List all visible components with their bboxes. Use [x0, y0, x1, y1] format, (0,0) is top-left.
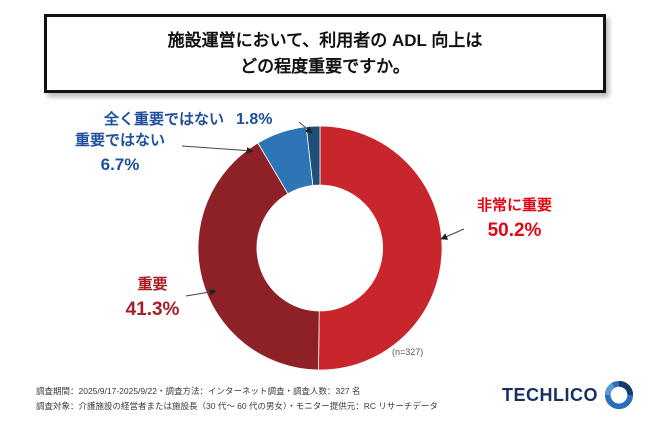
callout-value: 1.8%: [236, 111, 273, 128]
donut-slice-0: [318, 125, 443, 371]
donut-chart-area: [190, 118, 450, 378]
survey-meta: 調査期間：2025/9/17-2025/9/22・調査方法：インターネット調査・…: [36, 384, 438, 414]
sample-size-note: (n=327): [392, 347, 424, 357]
title-line-2: どの程度重要ですか。: [240, 57, 410, 77]
callout-value: 50.2%: [487, 220, 542, 241]
callout-label: 重要ではない: [74, 132, 165, 149]
callout-value: 41.3%: [125, 299, 180, 320]
callout-important: 重要 41.3%: [95, 273, 210, 321]
callout-not-important: 重要ではない 6.7%: [58, 129, 182, 175]
donut-slice-1: [197, 142, 320, 371]
techlico-logo: TECHLICO: [502, 380, 634, 410]
callout-label: 全く重要ではない: [104, 111, 225, 128]
title-line-1: 施設運営において、利用者の ADL 向上は: [167, 31, 483, 50]
callout-value: 6.7%: [100, 155, 140, 174]
callout-very-important: 非常に重要 50.2%: [452, 194, 577, 242]
survey-question-box: 施設運営において、利用者の ADL 向上は どの程度重要ですか。: [44, 14, 606, 93]
techlico-logo-text: TECHLICO: [502, 384, 598, 405]
survey-meta-line-1: 調査期間：2025/9/17-2025/9/22・調査方法：インターネット調査・…: [36, 386, 361, 396]
survey-meta-line-2: 調査対象：介護施設の経営者または施設長（30 代〜 60 代の男女）・モニター提…: [36, 400, 438, 411]
callout-label: 重要: [137, 276, 168, 293]
techlico-logo-icon: [604, 380, 634, 410]
callout-not-at-all-important: 全く重要ではない 1.8%: [104, 108, 272, 129]
donut-chart: [197, 125, 443, 371]
callout-label: 非常に重要: [476, 197, 552, 214]
